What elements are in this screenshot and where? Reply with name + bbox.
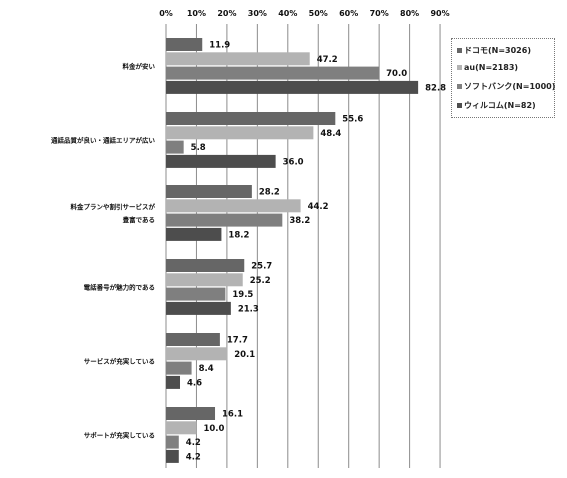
- bar-value-label: 5.8: [191, 143, 206, 153]
- bar-value-label: 25.2: [250, 276, 271, 286]
- legend-label-docomo: ドコモ(N=3026): [464, 45, 531, 55]
- category-label: 料金プランや割引サービスが: [71, 202, 156, 211]
- legend-label-au: au(N=2183): [464, 62, 519, 72]
- legend: ドコモ(N=3026) au(N=2183) ソフトバンク(N=1000) ウィ…: [451, 38, 555, 118]
- bar: [166, 421, 197, 435]
- bar: [166, 140, 184, 154]
- legend-swatch-willcom: [457, 102, 462, 108]
- bar: [166, 80, 419, 94]
- x-tick-label: 50%: [309, 9, 328, 18]
- bar-value-label: 18.2: [228, 230, 249, 240]
- legend-item-softbank: ソフトバンク(N=1000): [457, 79, 555, 93]
- bar: [166, 435, 179, 449]
- bar-value-label: 17.7: [227, 336, 248, 346]
- x-tick-label: 30%: [248, 9, 267, 18]
- legend-swatch-docomo: [457, 47, 462, 53]
- bars: 11.9 55.6 28.2 25.7 17.7 16.1 47.2 48.4 44.2 25.2…: [166, 38, 446, 463]
- x-axis-ticks: 0% 10% 20% 30% 40% 50% 60% 70% 80% 90%: [159, 9, 449, 18]
- bar-value-label: 47.2: [317, 55, 338, 65]
- bar-value-label: 25.7: [251, 262, 272, 272]
- bar: [166, 66, 380, 80]
- category-label: 通話品質が良い・通話エリアが広い: [51, 135, 156, 144]
- bar-value-label: 4.2: [186, 452, 201, 462]
- bar: [166, 38, 203, 51]
- bar-value-label: 4.2: [186, 438, 201, 448]
- x-tick-label: 20%: [217, 9, 236, 18]
- bar: [166, 227, 222, 241]
- bar-value-label: 36.0: [283, 157, 304, 167]
- bar-value-label: 70.0: [386, 69, 407, 79]
- bar: [166, 154, 276, 168]
- bar-value-label: 28.2: [259, 188, 280, 198]
- bar-value-label: 10.0: [203, 424, 224, 434]
- category-labels: 料金が安い通話品質が良い・通話エリアが広い料金プランや割引サービスが豊富である電…: [51, 61, 156, 439]
- bar: [166, 301, 231, 315]
- bar-value-label: 44.2: [308, 202, 329, 212]
- bar: [166, 126, 314, 140]
- bar-value-label: 38.2: [289, 216, 310, 226]
- bar: [166, 112, 336, 125]
- legend-label-willcom: ウィルコム(N=82): [464, 100, 536, 110]
- bar: [166, 347, 228, 361]
- bar: [166, 361, 192, 375]
- x-tick-label: 0%: [159, 9, 173, 18]
- bar: [166, 185, 252, 198]
- legend-label-softbank: ソフトバンク(N=1000): [464, 81, 556, 91]
- category-label: サービスが充実している: [84, 356, 155, 365]
- bar-value-label: 4.6: [187, 378, 202, 388]
- category-label: 電話番号が魅力的である: [84, 282, 155, 291]
- bar-value-label: 20.1: [234, 350, 255, 360]
- bar: [166, 375, 181, 389]
- legend-item-au: au(N=2183): [457, 60, 518, 74]
- bar: [166, 199, 301, 213]
- x-tick-label: 10%: [187, 9, 206, 18]
- legend-item-docomo: ドコモ(N=3026): [457, 43, 531, 57]
- category-label: 豊富である: [123, 215, 155, 224]
- bar-value-label: 11.9: [209, 41, 230, 51]
- bar-value-label: 55.6: [342, 115, 363, 125]
- category-label: 料金が安い: [123, 61, 156, 70]
- x-tick-label: 80%: [400, 9, 419, 18]
- bar: [166, 213, 283, 227]
- bar: [166, 407, 216, 420]
- category-label: サポートが充実している: [84, 430, 155, 439]
- x-tick-label: 70%: [370, 9, 389, 18]
- legend-item-willcom: ウィルコム(N=82): [457, 98, 536, 112]
- bar-value-label: 21.3: [238, 304, 259, 314]
- x-tick-label: 60%: [339, 9, 358, 18]
- bar: [166, 333, 220, 346]
- x-tick-label: 40%: [278, 9, 297, 18]
- bar-value-label: 19.5: [232, 290, 253, 300]
- bar: [166, 449, 179, 463]
- bar: [166, 273, 243, 287]
- bar-value-label: 16.1: [222, 410, 243, 420]
- bar: [166, 287, 226, 301]
- grid-lines: [165, 24, 441, 468]
- bar-value-label: 8.4: [199, 364, 214, 374]
- bar: [166, 259, 245, 272]
- x-tick-label: 90%: [430, 9, 449, 18]
- bar-value-label: 48.4: [320, 129, 341, 139]
- bar-value-label: 82.8: [425, 83, 446, 93]
- legend-swatch-au: [457, 64, 462, 70]
- bar: [166, 52, 310, 66]
- legend-swatch-softbank: [457, 83, 462, 89]
